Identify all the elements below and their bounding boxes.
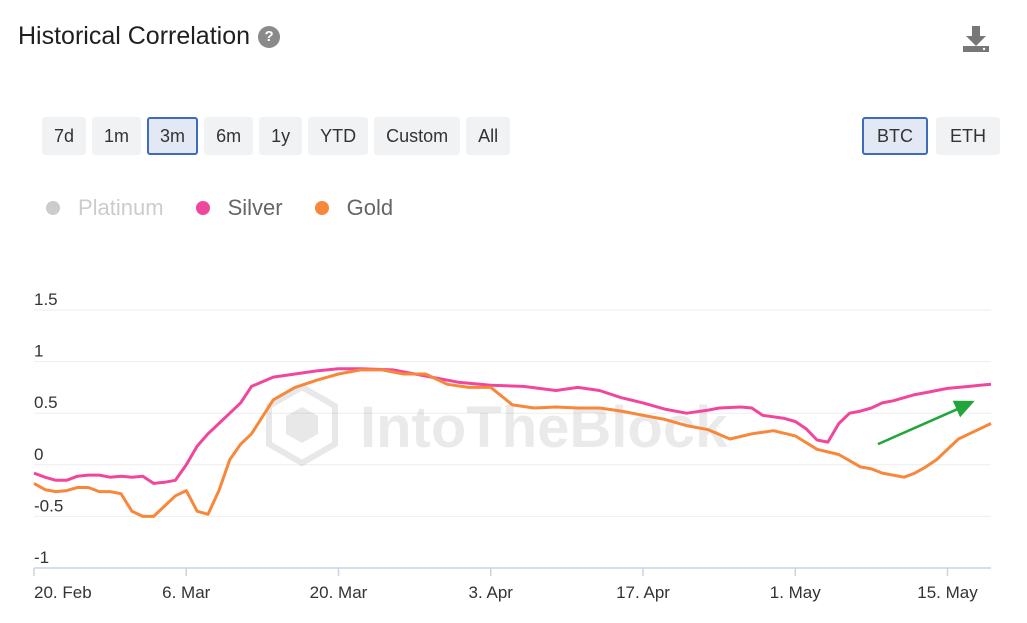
y-tick-label: 1	[34, 342, 43, 361]
title-row: Historical Correlation ?	[18, 22, 281, 51]
legend-item-gold[interactable]: Gold	[314, 195, 394, 221]
watermark-logo: IntoTheBlock	[266, 383, 728, 467]
legend-item-silver[interactable]: Silver	[195, 195, 283, 221]
page-title: Historical Correlation	[18, 22, 251, 50]
x-tick-label: 3. Apr	[469, 583, 514, 602]
download-icon[interactable]	[961, 24, 991, 54]
trend-arrow-head-icon	[952, 400, 975, 418]
x-tick-label: 6. Mar	[162, 583, 211, 602]
legend-dot-icon	[46, 201, 60, 215]
y-tick-label: 1.5	[34, 290, 58, 309]
x-tick-label: 1. May	[770, 583, 822, 602]
y-tick-label: -1	[34, 548, 49, 567]
range-button-6m[interactable]: 6m	[204, 117, 254, 155]
legend-item-platinum[interactable]: Platinum	[46, 195, 164, 221]
range-button-7d[interactable]: 7d	[42, 117, 87, 155]
legend-label: Gold	[346, 195, 394, 220]
y-tick-label: -0.5	[34, 496, 63, 515]
y-tick-label: 0.5	[34, 393, 58, 412]
x-tick-label: 15. May	[917, 583, 978, 602]
legend-label: Platinum	[78, 195, 164, 220]
legend-dot-icon	[314, 201, 329, 215]
watermark-text: IntoTheBlock	[360, 395, 728, 460]
legend-dot-icon	[195, 201, 210, 215]
x-axis: 20. Feb 6. Mar 20. Mar 3. Apr 17. Apr 1. May 1…	[33, 567, 991, 602]
range-button-3m[interactable]: 3m	[147, 117, 199, 155]
series-line-gold[interactable]	[33, 368, 992, 518]
help-icon[interactable]: ?	[258, 25, 281, 48]
x-tick-label: 20. Mar	[310, 583, 368, 602]
range-button-ytd[interactable]: YTD	[308, 117, 369, 155]
legend-label: Silver	[227, 195, 283, 220]
y-tick-label: 0	[34, 445, 43, 464]
x-tick-label: 17. Apr	[616, 583, 670, 602]
range-button-1m[interactable]: 1m	[92, 117, 142, 155]
series-lines	[33, 367, 992, 518]
x-tick-label: 20. Feb	[34, 583, 92, 602]
series-line-silver[interactable]	[33, 367, 992, 485]
range-button-1y[interactable]: 1y	[259, 117, 303, 155]
range-button-all[interactable]: All	[466, 117, 511, 155]
asset-button-btc[interactable]: BTC	[862, 117, 928, 155]
range-button-custom[interactable]: Custom	[374, 117, 461, 155]
y-axis: 1.5 1 0.5 0 -0.5 -1	[34, 290, 63, 567]
asset-selector: BTC ETH	[854, 117, 1000, 155]
trend-arrow-annotation	[877, 400, 975, 446]
trend-arrow-line	[877, 405, 964, 446]
asset-button-eth[interactable]: ETH	[936, 117, 1000, 155]
range-selector: 7d 1m 3m 6m 1y YTD Custom All	[42, 117, 516, 155]
chart-legend: Platinum Silver Gold	[46, 195, 425, 221]
